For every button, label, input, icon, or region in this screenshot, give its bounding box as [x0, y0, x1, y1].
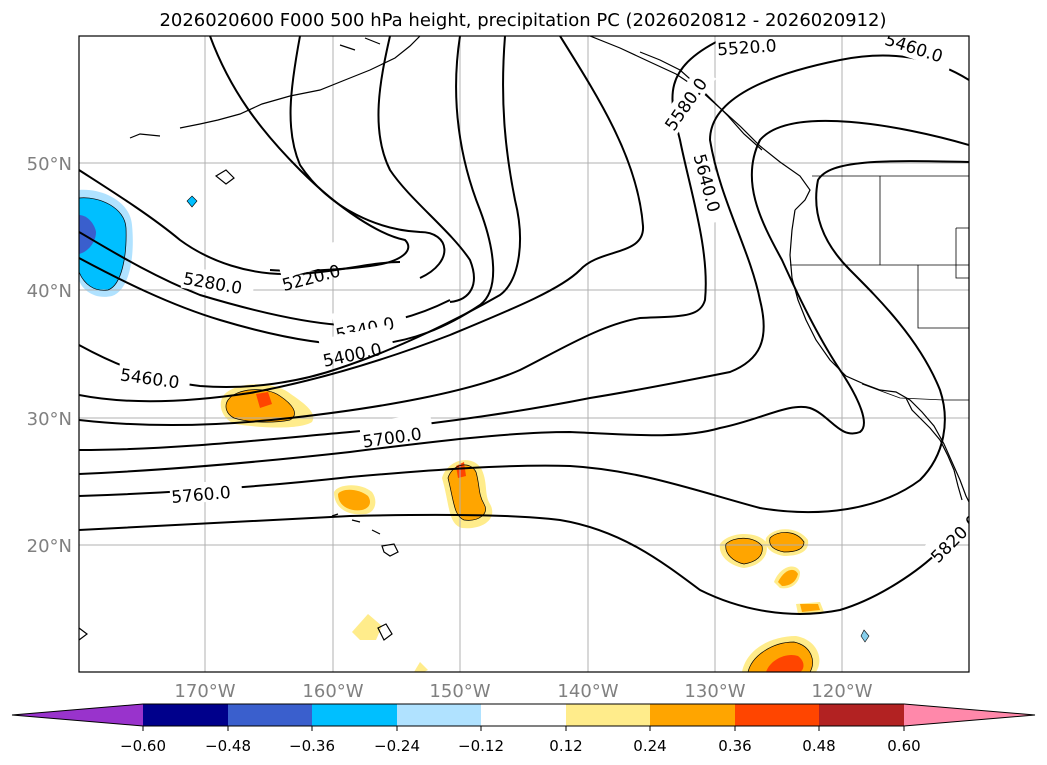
precip-shading [79, 189, 870, 672]
colorbar-tick-label: −0.24 [374, 737, 420, 755]
colorbar-bin [566, 704, 650, 726]
colorbar-tick-label: 0.48 [802, 737, 835, 755]
lon-label: 140°W [557, 681, 618, 702]
lat-label: 50°N [27, 154, 72, 175]
contour-5580 [79, 39, 721, 427]
contour-label: 5520.0 [717, 36, 778, 60]
height-contours [79, 36, 969, 615]
precip-area-negative-mid [79, 197, 127, 291]
colorbar-bin [481, 704, 566, 726]
colorbar-bin [819, 704, 904, 726]
colorbar: −0.60 −0.48 −0.36 −0.24 −0.12 0.12 0.24 … [11, 703, 1036, 755]
precip-area-negative-strong [79, 215, 96, 254]
colorbar-tick-label: −0.12 [458, 737, 504, 755]
colorbar-extend-min [12, 704, 143, 726]
political-borders [790, 175, 969, 401]
colorbar-tick-label: −0.48 [205, 737, 251, 755]
contour-5280-a [79, 169, 401, 276]
contour-5520 [79, 36, 645, 403]
lat-label: 40°N [27, 281, 72, 302]
contour-5760 [79, 160, 969, 514]
colorbar-tick-label: −0.60 [120, 737, 166, 755]
latitude-labels: 50°N 40°N 30°N 20°N [27, 154, 72, 557]
precip-area-small-negative-2 [860, 629, 870, 643]
contour-5640 [79, 54, 969, 451]
colorbar-tick-label: 0.24 [633, 737, 666, 755]
longitude-labels: 170°W 160°W 150°W 140°W 130°W 120°W [174, 681, 872, 702]
figure-title: 2026020600 F000 500 hPa height, precipit… [159, 10, 886, 31]
lat-label: 20°N [27, 536, 72, 557]
colorbar-bin [228, 704, 312, 726]
colorbar-bin [735, 704, 819, 726]
lat-label: 30°N [27, 409, 72, 430]
colorbar-bin [312, 704, 397, 726]
contour-5820 [79, 511, 969, 615]
colorbar-bin [143, 704, 228, 726]
colorbar-tick-label: 0.60 [887, 737, 920, 755]
colorbar-extend-max [904, 704, 1035, 726]
precip-area-small-negative [186, 195, 198, 208]
map-area: 5220.0 5280.0 5340.0 5400.0 5460.0 5460.… [79, 36, 969, 672]
lon-label: 150°W [429, 681, 490, 702]
colorbar-bin [650, 704, 735, 726]
lon-label: 170°W [174, 681, 235, 702]
colorbar-tick-label: −0.36 [289, 737, 335, 755]
contour-5700 [79, 119, 969, 475]
colorbar-tick-label: 0.12 [549, 737, 582, 755]
lon-label: 120°W [811, 681, 872, 702]
colorbar-bin [397, 704, 481, 726]
lon-label: 130°W [684, 681, 745, 702]
colorbar-tick-label: 0.36 [718, 737, 751, 755]
contour-5280-b [289, 36, 446, 279]
lon-label: 160°W [302, 681, 363, 702]
map-frame [78, 35, 970, 673]
